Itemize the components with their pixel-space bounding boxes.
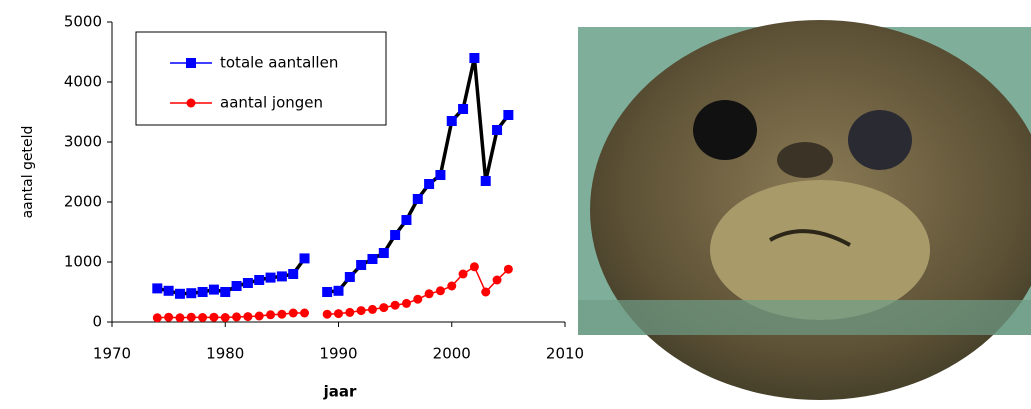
data-point [266, 310, 276, 320]
data-point [322, 287, 333, 297]
data-point [469, 53, 480, 63]
data-point [254, 275, 265, 285]
data-point [232, 312, 242, 322]
data-point [390, 300, 400, 310]
legend-label: aantal jongen [220, 94, 323, 112]
data-point [220, 287, 231, 297]
data-point [220, 313, 230, 322]
data-point [198, 313, 208, 322]
data-point [276, 271, 287, 282]
data-point [243, 312, 253, 322]
data-point [152, 283, 163, 294]
y-tick-label: 4000 [64, 73, 102, 91]
data-point [322, 309, 332, 319]
data-point [277, 309, 287, 319]
data-point [401, 298, 411, 308]
data-point [254, 311, 264, 321]
data-point [300, 308, 310, 318]
data-point [492, 275, 502, 285]
data-point [356, 306, 366, 316]
data-point [164, 312, 174, 322]
data-point [390, 230, 401, 240]
data-point [344, 272, 355, 282]
data-point [481, 287, 491, 297]
data-point [412, 194, 423, 204]
data-point [413, 294, 423, 304]
data-point [435, 170, 446, 180]
x-tick-label: 1970 [93, 345, 131, 363]
data-point [334, 309, 343, 319]
x-tick-label: 2000 [433, 345, 471, 363]
x-axis-label: jaar [323, 383, 357, 401]
y-tick-label: 0 [92, 313, 102, 331]
data-point [197, 287, 208, 297]
data-point [186, 288, 197, 299]
data-point [379, 303, 389, 313]
data-point [265, 272, 276, 283]
y-tick-label: 2000 [64, 193, 102, 211]
data-point [447, 281, 457, 291]
legend-marker [186, 98, 196, 108]
y-tick-label: 5000 [64, 13, 102, 31]
seal-photo [578, 20, 1031, 400]
data-point [186, 312, 196, 322]
data-point [345, 307, 355, 317]
data-point [299, 253, 310, 264]
data-point [401, 215, 412, 225]
data-point [152, 313, 162, 323]
y-tick-label: 3000 [64, 133, 102, 151]
data-point [458, 104, 469, 114]
data-point [458, 269, 468, 279]
y-axis-label: aantal geteld [20, 126, 36, 219]
data-point [469, 262, 479, 272]
data-point [503, 110, 514, 120]
data-point [209, 312, 219, 322]
data-point [503, 264, 513, 274]
legend [135, 31, 387, 126]
data-point [424, 179, 435, 189]
legend-label: totale aantallen [220, 54, 338, 72]
legend-marker [186, 58, 196, 68]
data-point [492, 125, 503, 135]
data-point [174, 288, 185, 299]
x-tick-label: 2010 [546, 345, 584, 363]
data-point [288, 269, 299, 279]
data-point [480, 176, 491, 186]
data-point [163, 285, 174, 296]
data-point [378, 248, 389, 258]
data-point [367, 254, 378, 264]
data-point [242, 278, 253, 288]
data-point [288, 308, 298, 318]
data-point [333, 285, 344, 296]
data-point [356, 260, 367, 270]
data-point [424, 289, 434, 299]
data-point [446, 116, 457, 126]
data-point [231, 281, 242, 291]
data-point [175, 313, 185, 323]
x-tick-label: 1980 [206, 345, 244, 363]
y-tick-label: 1000 [64, 253, 102, 271]
data-point [435, 286, 445, 296]
data-point [367, 304, 377, 314]
x-tick-label: 1990 [319, 345, 357, 363]
data-point [208, 284, 219, 295]
